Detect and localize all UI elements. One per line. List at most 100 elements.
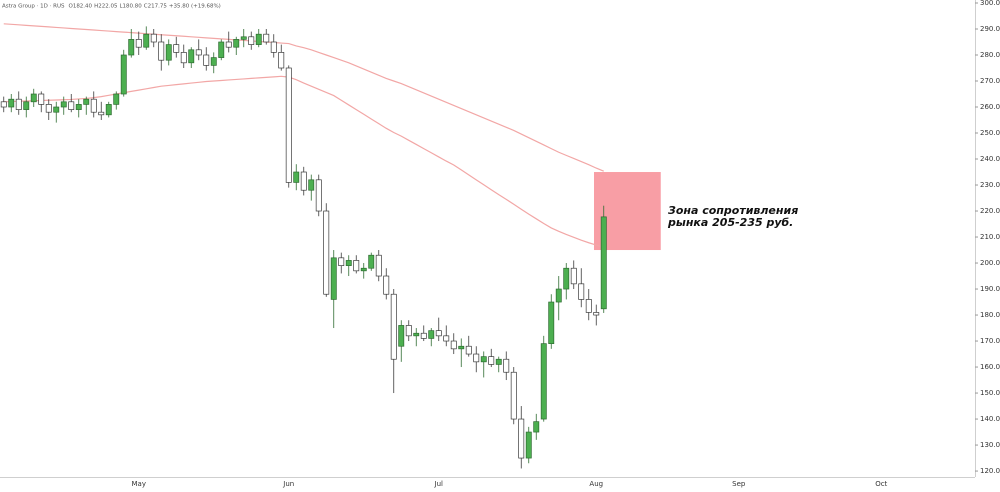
candle-body [533, 421, 540, 433]
header-ohlc: O182.40 [68, 4, 92, 10]
candle-body [465, 345, 472, 355]
y-tick-label: 270.00 [980, 77, 1000, 85]
candle-body [8, 98, 15, 108]
candle-body [308, 179, 315, 191]
candle-body [203, 54, 210, 66]
candle-body [158, 41, 165, 61]
candle-body [473, 353, 480, 363]
candle-body [315, 179, 322, 212]
x-tick-label: May [132, 480, 146, 488]
candle-body [548, 301, 555, 344]
candle-body [113, 93, 120, 105]
candle-body [518, 418, 525, 459]
candle-body [398, 325, 405, 347]
candle-body [390, 293, 397, 360]
moving-average [3, 23, 604, 172]
y-tick-label: 140.00 [980, 415, 1000, 423]
candle-body [300, 171, 307, 191]
candle-body [360, 267, 367, 272]
candle-body [210, 57, 217, 66]
y-tick-label: 240.00 [980, 155, 1000, 163]
candle-body [443, 335, 450, 342]
candle-body [323, 210, 330, 295]
candle-body [60, 101, 67, 108]
candle-body [255, 33, 262, 45]
candle-body [90, 98, 97, 113]
x-tick-label: Jul [434, 480, 444, 488]
candle-body [263, 33, 270, 43]
candle-body [0, 101, 7, 108]
y-tick-label: 210.00 [980, 233, 1000, 241]
y-tick-label: 160.00 [980, 363, 1000, 371]
candle-body [180, 52, 187, 64]
candle-body [195, 49, 202, 56]
header-ohlc: L180.80 [119, 4, 142, 10]
moving-average [3, 75, 604, 249]
y-tick-label: 300.00 [980, 0, 1000, 7]
candle-body [420, 332, 427, 339]
candle-body [353, 260, 360, 272]
candle-body [105, 104, 112, 116]
candle-body [405, 325, 412, 337]
y-tick-label: 220.00 [980, 207, 1000, 215]
candle-body [488, 356, 495, 365]
candle-body [510, 371, 517, 420]
header-symbol: Astra Group · 1D · RUS [2, 4, 65, 10]
candle-body [15, 98, 22, 110]
candle-body [83, 98, 90, 105]
y-tick-label: 290.00 [980, 25, 1000, 33]
candle-body [480, 356, 487, 363]
candle-body [563, 267, 570, 290]
y-tick-label: 260.00 [980, 103, 1000, 111]
candle-body [128, 39, 135, 56]
header-ohlc: C217.75 [144, 4, 168, 10]
y-tick-label: 230.00 [980, 181, 1000, 189]
candle-body [45, 104, 52, 113]
candle-body [173, 44, 180, 53]
candle-body [240, 36, 247, 40]
candle-body [555, 288, 562, 303]
candle-body [98, 111, 105, 116]
candle-body [345, 260, 352, 266]
candle-body [368, 254, 375, 269]
y-tick-label: 150.00 [980, 389, 1000, 397]
y-tick-label: 200.00 [980, 259, 1000, 267]
annotation: рынка 205-235 руб. [667, 216, 793, 229]
y-tick-label: 190.00 [980, 285, 1000, 293]
candle-body [570, 267, 577, 285]
candle-body [278, 52, 285, 69]
candle-body [75, 104, 82, 110]
candle-body [330, 257, 337, 300]
candle-body [413, 332, 420, 337]
candle-body [165, 44, 172, 61]
candle-body [68, 101, 75, 110]
annotation: Зона сопротивления [668, 204, 798, 217]
y-tick-label: 170.00 [980, 337, 1000, 345]
candle-body [338, 257, 345, 266]
candle-body [593, 312, 600, 316]
candle-body [585, 299, 592, 313]
candle-body [578, 283, 585, 300]
candle-body [450, 340, 457, 350]
x-tick-label: Aug [589, 480, 603, 488]
candle-body [218, 41, 225, 58]
x-tick-label: Jun [282, 480, 294, 488]
candle-body [135, 39, 142, 48]
candle-body [525, 431, 532, 459]
y-tick-label: 120.00 [980, 467, 1000, 475]
candle-body [495, 358, 502, 365]
candle-body [503, 358, 510, 373]
y-tick-label: 130.00 [980, 441, 1000, 449]
header-ohlc: H222.05 [94, 4, 118, 10]
candle-body [23, 101, 30, 110]
candle-body [435, 330, 442, 337]
y-tick-label: 280.00 [980, 51, 1000, 59]
candle-body [428, 330, 435, 339]
candle-body [120, 54, 127, 95]
candle-body [233, 39, 240, 48]
candle-body [225, 41, 232, 48]
y-tick-label: 250.00 [980, 129, 1000, 137]
candle-body [383, 275, 390, 295]
